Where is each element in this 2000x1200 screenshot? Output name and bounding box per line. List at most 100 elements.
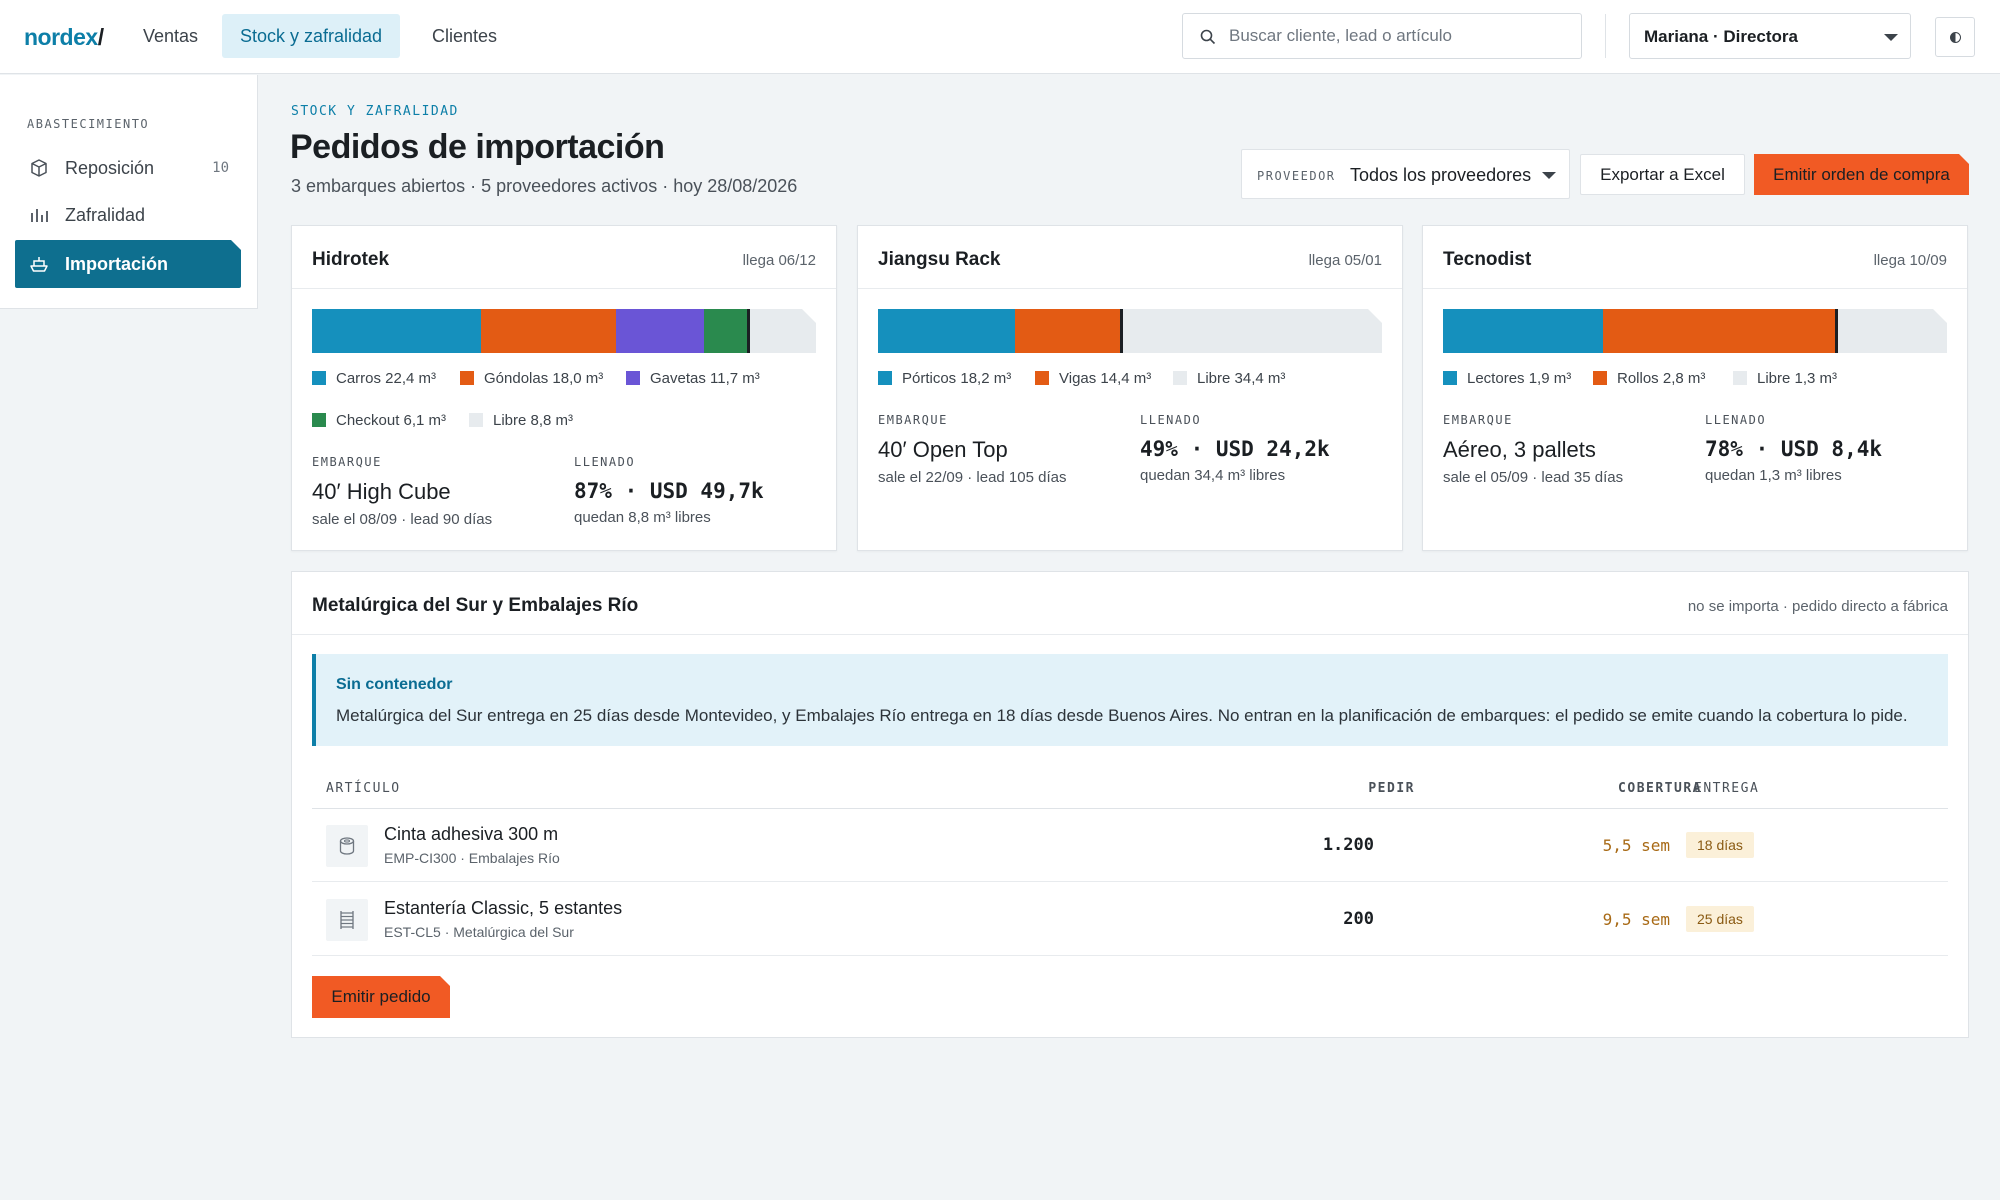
divider: [1605, 14, 1606, 58]
divider: [292, 288, 836, 289]
logo[interactable]: nordex/: [24, 24, 104, 51]
sidebar-item-reposicion[interactable]: Reposición 10: [15, 144, 241, 192]
item-thumb: [326, 899, 368, 941]
sidebar-item-zafralidad[interactable]: Zafralidad: [15, 191, 241, 239]
callout-body: Metalúrgica del Sur entrega en 25 días d…: [336, 706, 1908, 725]
breadcrumb: STOCK Y ZAFRALIDAD: [291, 104, 459, 119]
sidebar-item-importacion[interactable]: Importación: [15, 240, 241, 288]
fill-value: 49% · USD 24,2k: [1140, 437, 1330, 461]
fill-segment: [1015, 309, 1123, 353]
user-select[interactable]: Mariana · Directora: [1629, 13, 1911, 59]
logo-text: nordex: [24, 24, 98, 50]
shipment-label: EMBARQUE: [1443, 413, 1513, 427]
panel-title: Metalúrgica del Sur y Embalajes Río: [312, 595, 639, 616]
divider: [858, 288, 1402, 289]
order-quantity: 200: [1343, 909, 1374, 929]
search-input[interactable]: [1229, 14, 1569, 58]
user-name: Mariana · Directora: [1644, 27, 1798, 46]
legend-item: Lectores 1,9 m³: [1443, 370, 1571, 387]
delivery-badge: 18 días: [1686, 832, 1754, 858]
coverage-value: 9,5 sem: [1602, 910, 1670, 929]
fill-label: LLENADO: [1705, 413, 1767, 427]
chevron-down-icon: [1884, 34, 1898, 41]
shipment-type: Aéreo, 3 pallets: [1443, 437, 1596, 462]
sidebar-item-label: Reposición: [65, 158, 155, 178]
panel-note: no se importa · pedido directo a fábrica: [1687, 598, 1948, 615]
fill-segment: [1603, 309, 1838, 353]
legend-item: Checkout 6,1 m³: [312, 412, 446, 429]
column-header-article: ARTÍCULO: [326, 781, 401, 796]
divider: [292, 634, 1968, 635]
legend-swatch: [1173, 371, 1187, 385]
fill-sub: quedan 8,8 m³ libres: [574, 509, 711, 526]
issue-order-button[interactable]: Emitir pedido: [312, 976, 450, 1018]
fill-bar: [1443, 309, 1947, 353]
box-icon: [31, 159, 47, 177]
bar-chart-icon: [31, 209, 48, 222]
emit-purchase-order-button[interactable]: Emitir orden de compra: [1754, 154, 1969, 195]
provider-filter-value: Todos los proveedores: [1350, 165, 1532, 185]
card-title: Hidrotek: [312, 249, 390, 270]
sidebar-item-label: Importación: [65, 254, 169, 274]
provider-filter[interactable]: PROVEEDOR Todos los proveedores: [1241, 149, 1570, 199]
legend-item: Rollos 2,8 m³: [1593, 370, 1705, 387]
table-row[interactable]: Cinta adhesiva 300 m EMP-CI300 · Embalaj…: [312, 809, 1948, 882]
legend-swatch: [1443, 371, 1457, 385]
legend-swatch: [1035, 371, 1049, 385]
fill-segment: [704, 309, 750, 353]
fill-segment: [1443, 309, 1603, 353]
page-title: Pedidos de importación: [290, 128, 665, 166]
sidebar: ABASTECIMIENTO Reposición 10 Zafralidad …: [0, 75, 258, 309]
container-card-jiangsu: Jiangsu Rack llega 05/01 Pórticos 18,2 m…: [857, 225, 1403, 551]
shipment-label: EMBARQUE: [878, 413, 948, 427]
card-title: Tecnodist: [1443, 249, 1532, 270]
theme-toggle-button[interactable]: [1935, 17, 1975, 57]
info-callout: Sin contenedor Metalúrgica del Sur entre…: [312, 654, 1948, 746]
item-sku: EST-CL5 · Metalúrgica del Sur: [384, 924, 574, 940]
item-name: Cinta adhesiva 300 m: [384, 824, 559, 844]
count-badge: 10: [212, 160, 229, 176]
sidebar-section-title: ABASTECIMIENTO: [27, 117, 150, 131]
fill-segment: [878, 309, 1015, 353]
legend-swatch: [1733, 371, 1747, 385]
delivery-badge: 25 días: [1686, 906, 1754, 932]
direct-orders-panel: Metalúrgica del Sur y Embalajes Río no s…: [291, 571, 1969, 1038]
fill-sub: quedan 34,4 m³ libres: [1140, 467, 1286, 484]
container-card-tecnodist: Tecnodist llega 10/09 Lectores 1,9 m³ Ro…: [1422, 225, 1968, 551]
nav-tab-stock[interactable]: Stock y zafralidad: [222, 14, 401, 58]
table-row[interactable]: Estantería Classic, 5 estantes EST-CL5 ·…: [312, 883, 1948, 956]
legend-item: Libre 1,3 m³: [1733, 370, 1837, 387]
column-header-delivery: ENTREGA: [1694, 781, 1760, 796]
legend-swatch: [626, 371, 640, 385]
shipment-label: EMBARQUE: [312, 455, 382, 469]
top-bar: nordex/ Ventas Stock y zafralidad Client…: [0, 0, 2000, 74]
nav-tab-clientes[interactable]: Clientes: [432, 26, 498, 46]
shipment-sub: sale el 05/09 · lead 35 días: [1443, 469, 1624, 486]
legend-swatch: [1593, 371, 1607, 385]
legend-swatch: [312, 371, 326, 385]
export-excel-button[interactable]: Exportar a Excel: [1580, 154, 1745, 195]
arrival-date: llega 05/01: [1308, 252, 1382, 269]
shelf-icon: [340, 911, 354, 929]
column-header-coverage: COBERTURA: [1618, 781, 1702, 796]
search-box: [1182, 13, 1582, 59]
fill-value: 87% · USD 49,7k: [574, 479, 764, 503]
tape-roll-icon: [339, 837, 355, 855]
fill-value: 78% · USD 8,4k: [1705, 437, 1883, 461]
item-thumb: [326, 825, 368, 867]
column-header-order: PEDIR: [1368, 781, 1415, 796]
legend-item: Libre 8,8 m³: [469, 412, 573, 429]
divider: [1423, 288, 1967, 289]
ship-icon: [29, 254, 49, 274]
legend-swatch: [312, 413, 326, 427]
nav-tab-ventas[interactable]: Ventas: [143, 26, 199, 46]
item-name: Estantería Classic, 5 estantes: [384, 898, 623, 918]
callout-title: Sin contenedor: [336, 676, 453, 693]
sidebar-item-label: Zafralidad: [65, 205, 146, 225]
shipment-sub: sale el 22/09 · lead 105 días: [878, 469, 1067, 486]
page-subtitle: 3 embarques abiertos · 5 proveedores act…: [291, 176, 798, 196]
logo-slash: /: [97, 24, 104, 50]
fill-label: LLENADO: [1140, 413, 1202, 427]
container-card-hidrotek: Hidrotek llega 06/12 Carros 22,4 m³ Gónd…: [291, 225, 837, 551]
legend-item: Gavetas 11,7 m³: [626, 370, 760, 387]
